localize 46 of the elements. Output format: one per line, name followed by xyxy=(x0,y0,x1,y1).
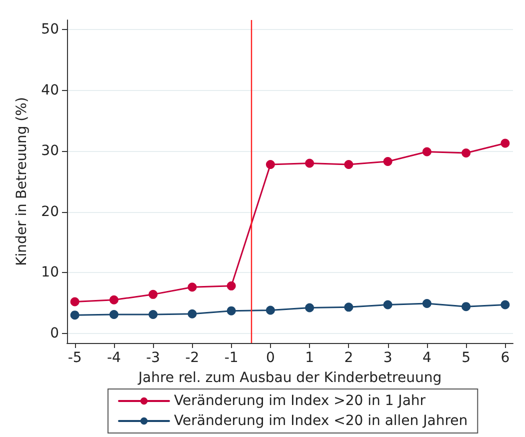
x-tick-label: 5 xyxy=(462,350,471,366)
x-tick-label: -5 xyxy=(68,350,82,366)
y-tick-label: 0 xyxy=(50,325,59,342)
x-tick-label: -1 xyxy=(224,350,238,366)
point xyxy=(383,300,392,310)
x-tick-label: -3 xyxy=(146,350,160,366)
point xyxy=(226,281,236,290)
point xyxy=(109,310,118,319)
point xyxy=(226,306,236,316)
x-tick-label: -4 xyxy=(106,350,122,366)
point xyxy=(305,303,314,312)
x-tick-label: 6 xyxy=(500,350,510,366)
point xyxy=(305,158,314,168)
point xyxy=(266,306,275,315)
x-tick-label: -2 xyxy=(185,350,200,366)
x-axis-title: Jahre rel. zum Ausbau der Kinderbetreuung xyxy=(137,370,442,386)
point xyxy=(109,295,118,304)
point xyxy=(462,148,471,158)
point xyxy=(462,302,471,312)
y-tick-label: 20 xyxy=(41,204,59,220)
legend-label: Veränderung im Index >20 in 1 Jahr xyxy=(174,393,426,409)
x-tick-label: 0 xyxy=(266,350,275,366)
point xyxy=(344,302,354,312)
point xyxy=(383,156,392,166)
point xyxy=(500,138,510,148)
point xyxy=(70,310,80,320)
point xyxy=(188,282,197,292)
point xyxy=(500,300,510,310)
x-tick-label: 2 xyxy=(344,350,354,366)
y-tick-label: 50 xyxy=(41,22,59,38)
legend-label: Veränderung im Index <20 in allen Jahren xyxy=(174,413,468,429)
y-axis-title: Kinder in Betreuung (%) xyxy=(14,97,30,266)
x-tick-label: 3 xyxy=(383,350,392,366)
x-tick-label: 4 xyxy=(422,350,432,366)
x-tick-label: 1 xyxy=(305,350,314,366)
point xyxy=(422,299,432,308)
point xyxy=(148,310,158,319)
point xyxy=(70,297,80,306)
y-tick-label: 40 xyxy=(41,82,59,98)
y-tick-label: 10 xyxy=(41,264,59,281)
point xyxy=(148,290,158,299)
point xyxy=(266,160,275,169)
point xyxy=(344,160,354,169)
point xyxy=(422,147,432,156)
y-tick-label: 30 xyxy=(41,143,59,160)
point xyxy=(188,309,197,318)
